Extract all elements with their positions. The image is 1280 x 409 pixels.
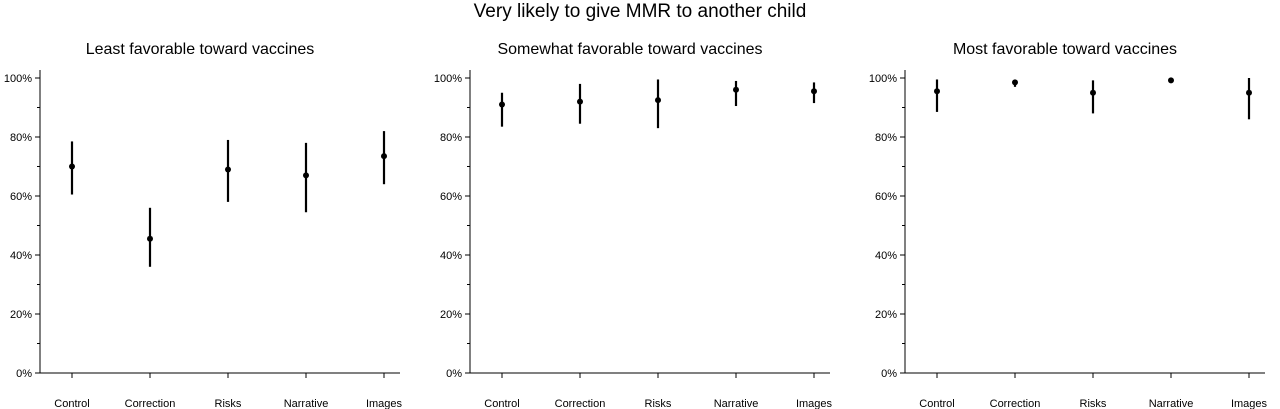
panel-title: Most favorable toward vaccines <box>952 41 1178 58</box>
y-tick-label: 0% <box>881 368 897 380</box>
chart-somewhat-favorable: 0% 20% 40% 60% 80% 100% Control Correction Risks… <box>434 70 833 409</box>
y-tick-label: 80% <box>10 132 32 144</box>
figure-title: Very likely to give MMR to another child <box>473 1 807 22</box>
y-tick-label: 100% <box>434 73 462 85</box>
y-tick-label: 60% <box>875 191 897 203</box>
data-point <box>225 166 231 173</box>
y-tick-label: 40% <box>10 250 32 262</box>
y-tick-label: 60% <box>10 191 32 203</box>
y-tick-label: 60% <box>440 191 462 203</box>
x-tick-label: Correction <box>125 398 176 409</box>
y-tick-label: 80% <box>440 132 462 144</box>
x-tick-label: Control <box>919 398 954 409</box>
x-tick-label: Images <box>1231 398 1268 409</box>
data-point <box>811 88 817 95</box>
data-point <box>1090 89 1096 96</box>
data-point <box>655 97 661 104</box>
panel-least-favorable: Least favorable toward vaccines 0% 20% 40%… <box>0 38 403 409</box>
y-tick-label: 20% <box>875 309 897 321</box>
x-tick-label: Risks <box>645 398 672 409</box>
data-point <box>303 172 309 179</box>
x-tick-label: Narrative <box>1149 398 1194 409</box>
y-tick-label: 100% <box>869 73 897 85</box>
chart-least-favorable: 0% 20% 40% 60% 80% 100% Control Correction Risks… <box>4 70 403 409</box>
data-point <box>733 86 739 93</box>
data-point <box>934 88 940 95</box>
data-point <box>1012 79 1018 86</box>
x-tick-label: Correction <box>990 398 1041 409</box>
y-tick-label: 20% <box>440 309 462 321</box>
data-point <box>1246 89 1252 96</box>
data-point <box>147 235 153 242</box>
y-tick-label: 80% <box>875 132 897 144</box>
data-point <box>577 98 583 105</box>
panel-title: Somewhat favorable toward vaccines <box>497 41 763 58</box>
y-tick-label: 0% <box>16 368 32 380</box>
data-point <box>1168 77 1174 84</box>
y-tick-label: 20% <box>10 309 32 321</box>
data-point <box>381 153 387 160</box>
panel-somewhat-favorable: Somewhat favorable toward vaccines 0% 20%… <box>430 38 833 409</box>
chart-most-favorable: 0% 20% 40% 60% 80% 100% Control Correction Risks… <box>869 70 1268 409</box>
panel-title: Least favorable toward vaccines <box>85 41 315 58</box>
x-tick-label: Control <box>54 398 89 409</box>
y-tick-label: 40% <box>875 250 897 262</box>
x-tick-label: Narrative <box>714 398 759 409</box>
data-point <box>69 163 75 170</box>
x-tick-label: Images <box>796 398 833 409</box>
y-tick-label: 0% <box>446 368 462 380</box>
x-tick-label: Control <box>484 398 519 409</box>
x-tick-label: Images <box>366 398 403 409</box>
x-tick-label: Risks <box>1080 398 1107 409</box>
panel-most-favorable: Most favorable toward vaccines 0% 20% 40% 6… <box>865 38 1268 409</box>
y-tick-label: 40% <box>440 250 462 262</box>
x-tick-label: Correction <box>555 398 606 409</box>
y-tick-label: 100% <box>4 73 32 85</box>
x-tick-label: Risks <box>215 398 242 409</box>
x-tick-label: Narrative <box>284 398 329 409</box>
data-point <box>499 101 505 108</box>
